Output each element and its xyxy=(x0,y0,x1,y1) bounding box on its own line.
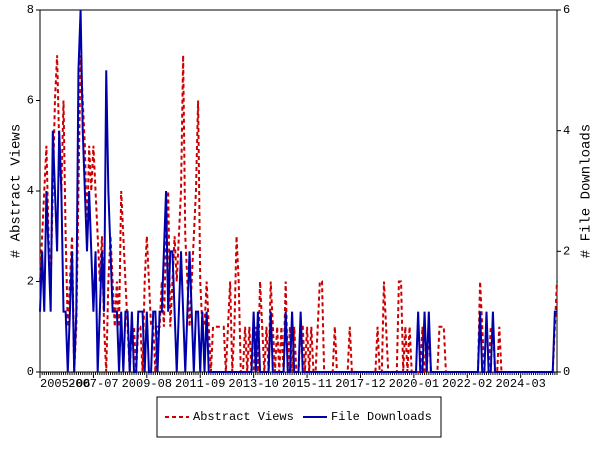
x-tick-label: 2009-08 xyxy=(122,377,172,391)
y-tick-label: 0 xyxy=(27,365,34,379)
x-tick-label: 2011-09 xyxy=(175,377,225,391)
y-tick-label: 6 xyxy=(27,94,34,108)
x-tick-label: 2005-06 xyxy=(40,377,90,391)
y2-tick-label: 2 xyxy=(563,245,570,259)
x-tick-label: 2015-11 xyxy=(282,377,332,391)
x-tick-label: 2020-01 xyxy=(389,377,439,391)
y-tick-label: 4 xyxy=(27,184,34,198)
x-tick-label: 2007-07 xyxy=(68,377,118,391)
y-axis-label: # Abstract Views xyxy=(9,124,25,258)
y2-axis-label: # File Downloads xyxy=(579,124,595,258)
legend-label: Abstract Views xyxy=(193,410,294,424)
legend xyxy=(156,396,442,438)
y2-tick-label: 6 xyxy=(563,3,570,17)
y-tick-label: 2 xyxy=(27,275,34,289)
x-tick-label: 2022-02 xyxy=(442,377,492,391)
x-tick-label: 2024-03 xyxy=(495,377,545,391)
y2-tick-label: 0 xyxy=(563,365,570,379)
legend-label: File Downloads xyxy=(331,410,432,424)
x-tick-label: 2013-10 xyxy=(228,377,278,391)
series-line xyxy=(39,9,557,373)
y-tick-label: 8 xyxy=(27,3,34,17)
y2-tick-label: 4 xyxy=(563,124,570,138)
x-tick-label: 2017-12 xyxy=(335,377,385,391)
